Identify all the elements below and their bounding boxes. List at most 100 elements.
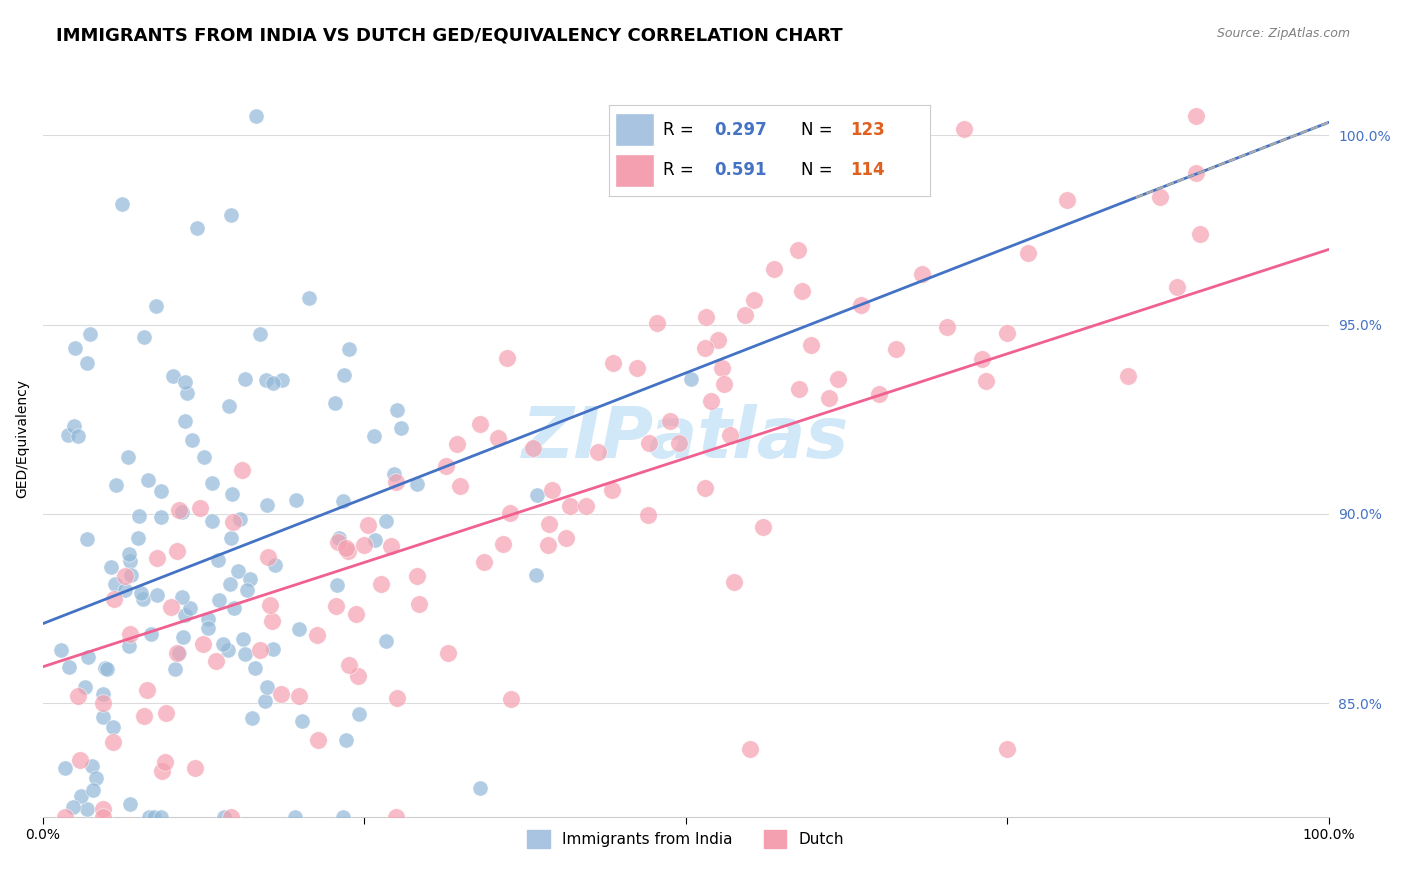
Point	[58, 660, 80, 674]
Point	[868, 386, 890, 401]
Point	[80, 758, 103, 772]
Point	[233, 647, 256, 661]
Point	[221, 487, 243, 501]
Point	[205, 654, 228, 668]
Point	[132, 330, 155, 344]
Point	[291, 714, 314, 728]
Point	[91, 696, 114, 710]
Point	[695, 310, 717, 325]
Point	[1184, 166, 1206, 180]
Point	[53, 761, 76, 775]
Point	[270, 687, 292, 701]
Point	[208, 592, 231, 607]
Point	[849, 298, 872, 312]
Point	[337, 657, 360, 672]
Point	[165, 661, 187, 675]
Point	[166, 544, 188, 558]
Point	[214, 810, 236, 824]
Point	[645, 316, 668, 330]
Point	[219, 208, 242, 222]
Point	[602, 356, 624, 370]
Point	[62, 418, 84, 433]
Point	[197, 621, 219, 635]
Point	[145, 551, 167, 566]
Point	[695, 341, 717, 355]
Point	[170, 505, 193, 519]
Point	[695, 481, 717, 495]
Point	[723, 574, 745, 589]
Point	[138, 810, 160, 824]
Point	[356, 517, 378, 532]
Point	[492, 537, 515, 551]
Point	[700, 394, 723, 409]
Point	[332, 494, 354, 508]
Point	[336, 543, 359, 558]
Point	[128, 508, 150, 523]
Point	[474, 555, 496, 569]
Point	[486, 431, 509, 445]
Point	[911, 267, 934, 281]
Point	[118, 547, 141, 561]
Point	[111, 196, 134, 211]
Point	[522, 441, 544, 455]
Point	[668, 109, 690, 123]
Point	[224, 601, 246, 615]
Point	[380, 539, 402, 553]
Point	[970, 352, 993, 367]
Point	[245, 109, 267, 123]
Point	[449, 479, 471, 493]
Point	[434, 458, 457, 473]
Point	[437, 646, 460, 660]
Point	[193, 450, 215, 465]
Point	[382, 467, 405, 481]
Point	[787, 243, 810, 257]
Point	[184, 761, 207, 775]
Point	[172, 591, 194, 605]
Point	[1166, 279, 1188, 293]
Point	[446, 437, 468, 451]
Point	[150, 810, 173, 824]
Point	[231, 463, 253, 477]
Point	[936, 320, 959, 334]
Point	[588, 445, 610, 459]
Point	[63, 341, 86, 355]
Point	[174, 375, 197, 389]
Point	[307, 733, 329, 747]
Point	[149, 509, 172, 524]
Point	[1184, 109, 1206, 123]
Point	[1056, 193, 1078, 207]
Point	[114, 568, 136, 582]
Point	[118, 797, 141, 812]
Point	[117, 639, 139, 653]
Point	[263, 558, 285, 572]
Point	[100, 560, 122, 574]
Point	[375, 514, 398, 528]
Point	[139, 627, 162, 641]
Point	[219, 531, 242, 545]
Point	[73, 680, 96, 694]
Point	[1149, 189, 1171, 203]
Point	[181, 434, 204, 448]
Point	[176, 385, 198, 400]
Point	[136, 682, 159, 697]
Point	[953, 122, 976, 136]
Point	[262, 376, 284, 391]
Point	[560, 499, 582, 513]
Point	[146, 588, 169, 602]
Point	[218, 399, 240, 413]
Point	[132, 591, 155, 606]
Point	[787, 382, 810, 396]
Point	[742, 293, 765, 308]
Point	[537, 516, 560, 531]
Point	[120, 568, 142, 582]
Point	[718, 428, 741, 442]
Point	[169, 503, 191, 517]
Point	[222, 515, 245, 529]
Point	[155, 706, 177, 720]
Point	[995, 326, 1018, 340]
Point	[335, 732, 357, 747]
Point	[91, 687, 114, 701]
Point	[349, 706, 371, 721]
Point	[326, 534, 349, 549]
Point	[239, 572, 262, 586]
